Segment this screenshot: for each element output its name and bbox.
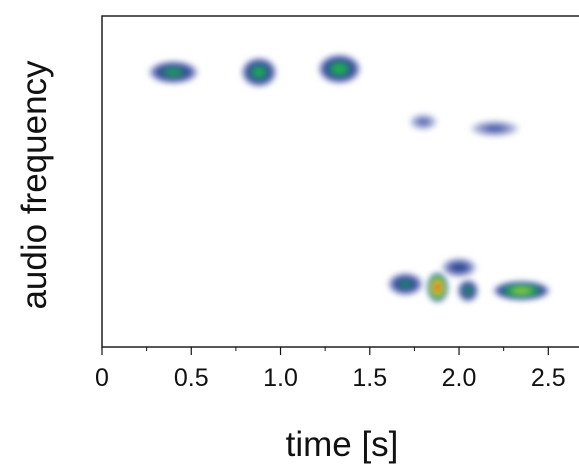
heatmap-blob: [318, 54, 361, 84]
heatmap-blob: [409, 113, 438, 131]
plot-frame: [101, 15, 579, 348]
heatmap-blob: [441, 257, 477, 278]
heatmap-blob: [457, 279, 479, 303]
heatmap-cell: [166, 69, 181, 76]
heatmap-layer: [148, 54, 551, 303]
heatmap-blob: [492, 280, 551, 301]
x-tick-label: 0.5: [174, 364, 209, 392]
plot-area: [101, 15, 579, 348]
heatmap-blob: [426, 272, 449, 303]
heatmap-blob: [148, 60, 199, 84]
heatmap-cell: [465, 287, 471, 294]
heatmap-cell: [419, 119, 428, 125]
x-axis-title: time [s]: [286, 425, 399, 464]
heatmap-cell: [487, 126, 502, 131]
heatmap-cell: [513, 288, 530, 294]
heatmap-blob: [387, 272, 424, 296]
x-tick-label: 2.5: [531, 364, 566, 392]
heatmap-cell: [400, 280, 411, 288]
heatmap-cell: [333, 64, 346, 74]
heatmap-cell: [434, 283, 441, 292]
x-tick-label: 1.0: [263, 364, 298, 392]
heatmap-cell: [454, 264, 464, 271]
x-tick-label: 2.0: [442, 364, 477, 392]
x-tick-label: 0: [95, 364, 109, 392]
heatmap-cell: [254, 68, 264, 77]
heatmap-blob: [469, 120, 520, 137]
y-axis-title: audio frequency: [15, 60, 54, 310]
heatmap-blob: [241, 57, 277, 88]
x-tick-label: 1.5: [352, 364, 387, 392]
x-axis: 0 0.5 1.0 1.5 2.0 2.5: [95, 347, 566, 392]
